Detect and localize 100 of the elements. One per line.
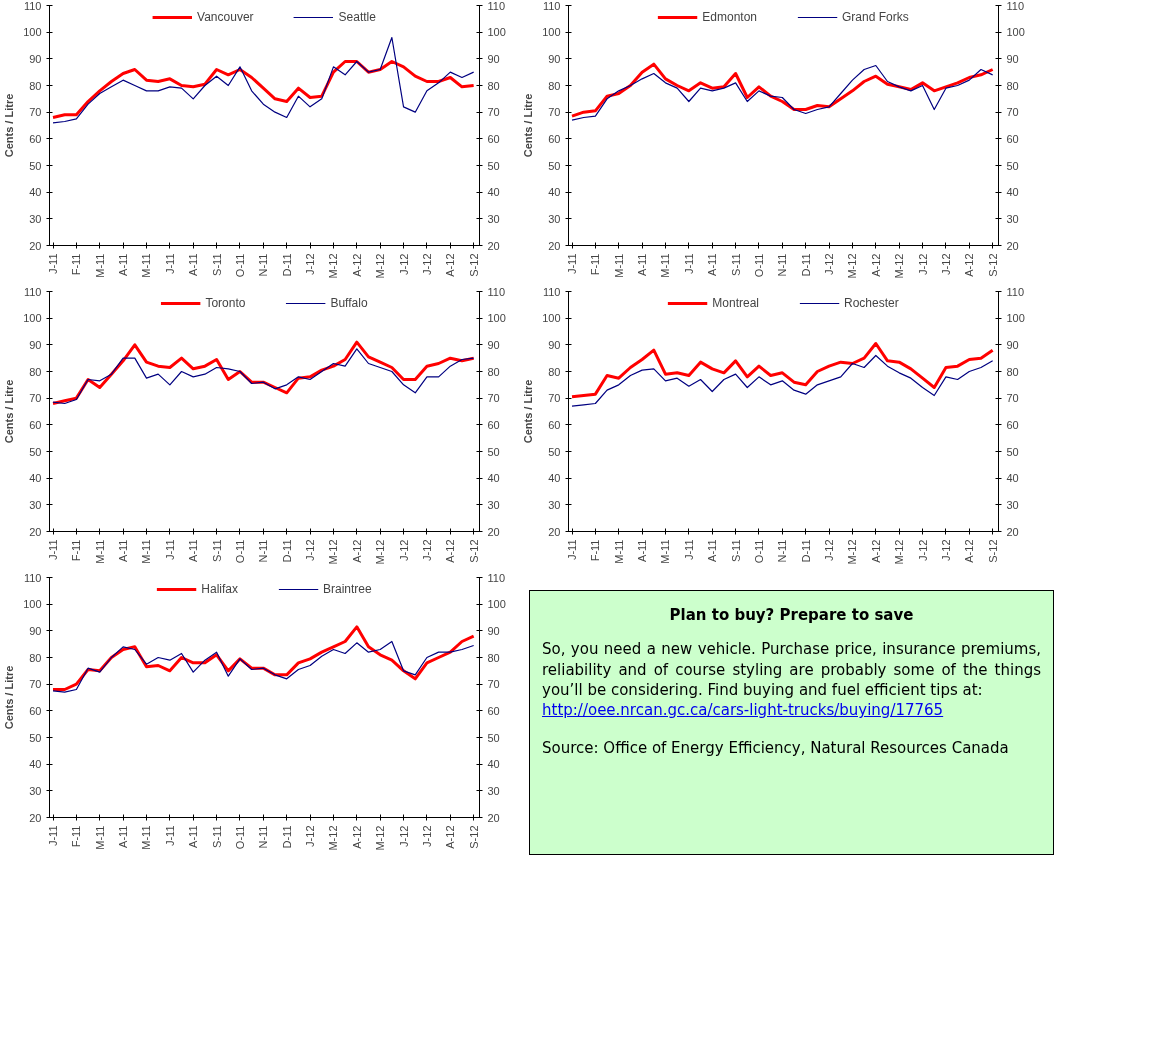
x-tick-label: D-11	[799, 253, 812, 277]
x-tick-label: A-11	[187, 539, 200, 562]
x-tick-label: M-11	[93, 539, 106, 564]
y2-tick-label: 70	[487, 392, 500, 405]
y2-tick-label: 70	[1006, 392, 1019, 405]
x-tick-label: J-12	[304, 825, 317, 847]
y2-tick-label: 20	[1006, 239, 1019, 252]
x-tick-label: S-11	[210, 539, 223, 562]
y2-tick-label: 30	[487, 784, 500, 797]
y-tick-label: 110	[23, 285, 42, 298]
x-tick-label: M-12	[327, 539, 340, 565]
y-tick-label: 50	[548, 445, 561, 458]
text: http://oee.nrcan.gc.ca/cars-light-trucks/buying/17765	[542, 700, 945, 721]
y2-tick-label: 70	[1006, 106, 1019, 119]
y2-tick-label: 110	[1006, 0, 1025, 12]
text: So, you need a new vehicle. Purchase price, insurance premiums, reliability and of course styling are probably some of the things you’ll be considering. Find buying and fuel efficient tips at:	[542, 639, 1041, 700]
y2-tick-label: 20	[1006, 525, 1019, 538]
y-tick-label: 110	[23, 571, 42, 584]
y2-tick-label: 30	[1006, 498, 1019, 511]
y2-tick-label: 100	[1006, 26, 1025, 39]
y-tick-label: 60	[548, 132, 561, 145]
x-tick-label: F-11	[589, 539, 602, 562]
y2-tick-label: 50	[487, 731, 500, 744]
y2-tick-label: 110	[1006, 285, 1025, 298]
x-tick-label: A-12	[444, 825, 457, 849]
y2-tick-label: 60	[1006, 132, 1019, 145]
x-tick-label: M-11	[93, 253, 106, 278]
y-tick-label: 100	[23, 26, 42, 39]
x-tick-label: M-11	[659, 253, 672, 278]
x-tick-label: S-12	[986, 539, 999, 563]
x-tick-label: N-11	[257, 825, 270, 849]
y2-tick-label: 100	[487, 598, 506, 611]
y-tick-label: 90	[29, 338, 42, 351]
x-tick-label: M-11	[612, 253, 625, 278]
y-tick-label: 20	[29, 811, 42, 824]
y-axis-title: Cents / Litre	[522, 93, 535, 158]
x-tick-label: S-11	[210, 825, 223, 848]
legend-label: Montreal	[712, 296, 759, 310]
x-tick-label: F-11	[589, 253, 602, 276]
y2-tick-label: 40	[487, 186, 500, 199]
x-tick-label: A-11	[117, 539, 130, 562]
y-tick-label: 40	[548, 472, 561, 485]
x-tick-label: S-12	[986, 253, 999, 277]
x-tick-label: J-11	[163, 825, 176, 847]
line-series	[51, 60, 476, 119]
y2-tick-label: 30	[487, 498, 500, 511]
y-tick-label: 110	[542, 285, 561, 298]
y-tick-label: 70	[29, 392, 42, 405]
x-tick-label: A-11	[117, 253, 130, 276]
y-tick-label: 100	[542, 26, 561, 39]
x-tick-label: O-11	[233, 825, 246, 850]
y-tick-label: 70	[548, 392, 561, 405]
y-tick-label: 110	[23, 0, 42, 12]
y2-tick-label: 50	[1006, 159, 1019, 172]
y-tick-label: 80	[29, 651, 42, 664]
x-tick-label: A-11	[636, 253, 649, 276]
y2-tick-label: 40	[1006, 472, 1019, 485]
y2-tick-label: 20	[487, 525, 500, 538]
x-tick-label: J-12	[939, 539, 952, 561]
x-tick-label: M-11	[612, 539, 625, 564]
legend-label: Edmonton	[702, 10, 758, 24]
source-note: Source: Office of Energy Efficiency, Natural Resources Canada	[542, 738, 1010, 759]
x-tick-label: S-11	[729, 539, 742, 562]
y-tick-label: 20	[548, 239, 561, 252]
x-tick-label: M-11	[93, 825, 106, 850]
x-tick-label: D-11	[799, 539, 812, 563]
y2-tick-label: 60	[487, 418, 500, 431]
x-tick-label: J-11	[163, 539, 176, 561]
y2-tick-label: 50	[487, 159, 500, 172]
y2-tick-label: 40	[487, 758, 500, 771]
y-tick-label: 80	[29, 79, 42, 92]
y-tick-label: 90	[29, 624, 42, 637]
y2-tick-label: 80	[1006, 79, 1019, 92]
x-tick-label: A-12	[963, 539, 976, 563]
y-tick-label: 100	[23, 598, 42, 611]
y2-tick-label: 80	[487, 365, 500, 378]
y2-tick-label: 80	[1006, 365, 1019, 378]
x-tick-label: J-11	[47, 253, 60, 275]
legend-label: Toronto	[205, 296, 246, 310]
y2-tick-label: 90	[487, 338, 500, 351]
y-tick-label: 30	[29, 784, 42, 797]
y2-tick-label: 60	[487, 704, 500, 717]
y-tick-label: 50	[29, 445, 42, 458]
y-tick-label: 80	[548, 79, 561, 92]
y-tick-label: 40	[29, 758, 42, 771]
x-tick-label: J-12	[420, 539, 433, 561]
x-tick-label: A-12	[444, 253, 457, 277]
x-tick-label: M-12	[893, 539, 906, 565]
legend-label: Buffalo	[330, 296, 368, 310]
x-tick-label: A-12	[350, 253, 363, 277]
y-tick-label: 30	[29, 212, 42, 225]
y2-tick-label: 90	[487, 52, 500, 65]
x-tick-label: J-12	[397, 539, 410, 561]
line-series	[52, 36, 475, 124]
x-tick-label: A-12	[963, 253, 976, 277]
x-tick-label: J-11	[682, 253, 695, 275]
y-tick-label: 20	[29, 239, 42, 252]
x-tick-label: O-11	[752, 539, 765, 564]
y2-tick-label: 60	[1006, 418, 1019, 431]
x-tick-label: A-11	[187, 825, 200, 848]
